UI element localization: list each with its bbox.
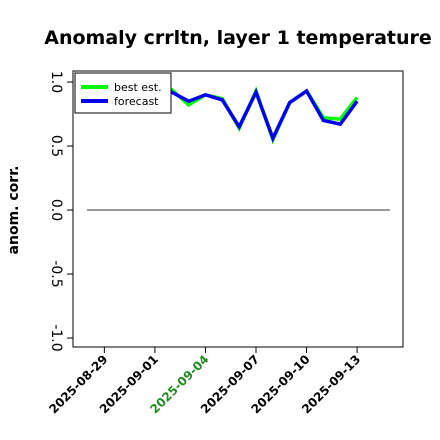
plot-area [72,70,404,348]
y-axis: -1.0 -0.5 0.0 0.5 1.0 [48,71,73,352]
y-tick-label: -1.0 [48,324,64,351]
y-tick-label: -0.5 [48,260,64,287]
legend-box [74,72,172,114]
y-axis-label: anom. corr. [6,166,22,255]
y-tick-label: 0.5 [48,135,64,157]
legend-label-best-est: best est. [114,81,162,94]
legend-label-forecast: forecast [114,95,159,108]
y-tick-label: 0.0 [48,199,64,221]
chart-title: Anomaly crrltn, layer 1 temperature [44,27,432,49]
y-tick-label: 1.0 [48,71,64,93]
x-axis: 2025-08-292025-09-012025-09-042025-09-07… [46,347,363,416]
legend: best est. forecast [74,72,172,114]
